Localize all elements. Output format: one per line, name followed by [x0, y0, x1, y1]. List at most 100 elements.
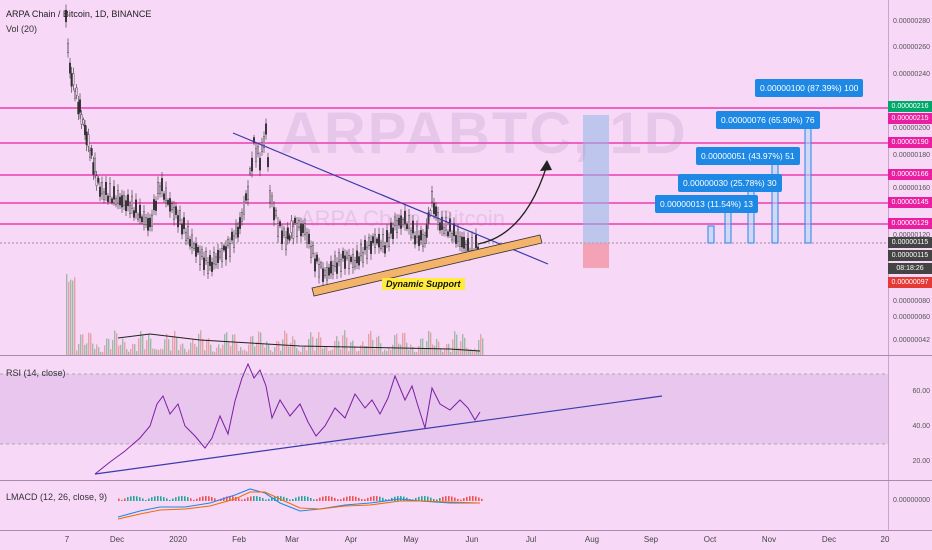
macd-bar	[130, 496, 132, 501]
volume-bar	[282, 339, 284, 355]
candle-body	[285, 236, 288, 250]
volume-bar	[110, 349, 112, 355]
volume-bar	[242, 350, 244, 355]
projection-label-30[interactable]: 0.00000030 (25.78%) 30	[678, 174, 782, 192]
candle-body	[380, 242, 383, 249]
time-axis[interactable]	[0, 531, 932, 550]
candle-body	[368, 237, 371, 246]
lmacd-axis[interactable]: 0.00000000	[888, 481, 932, 530]
volume-bar	[450, 351, 452, 355]
volume-bar	[412, 346, 414, 355]
time-tick: Dec	[109, 535, 125, 544]
projection-label-13[interactable]: 0.00000013 (11.54%) 13	[655, 195, 758, 213]
price-pane[interactable]: ARPA Chain / Bitcoin, 1D, BINANCE Vol (2…	[0, 0, 888, 355]
candles	[64, 4, 480, 289]
candle-body	[362, 251, 365, 263]
volume-bar	[328, 351, 330, 355]
candle-body	[390, 222, 393, 234]
time-tick: Jul	[525, 535, 537, 544]
volume-bar	[226, 332, 228, 355]
candle-body	[216, 249, 219, 263]
candle-body	[306, 232, 309, 244]
price-axis[interactable]: 0.00000280 0.00000260 0.00000240 0.00000…	[888, 0, 932, 355]
candle-body	[168, 198, 171, 212]
candle-body	[192, 243, 195, 249]
candle-body	[424, 235, 427, 244]
volume-bar	[470, 349, 472, 355]
macd-bar	[265, 499, 267, 501]
macd-bar	[307, 496, 309, 501]
volume-bar	[134, 344, 136, 355]
candle-body	[378, 233, 381, 248]
macd-bar	[271, 497, 273, 501]
macd-bar	[481, 498, 483, 501]
projection-label-100[interactable]: 0.00000100 (87.39%) 100	[755, 79, 864, 97]
candle-body	[130, 195, 133, 209]
candle-body	[356, 250, 359, 264]
macd-bar	[247, 497, 249, 501]
candle-body	[302, 223, 305, 233]
candle-body	[88, 150, 91, 158]
volume-bar	[270, 350, 272, 355]
candle-body	[324, 269, 327, 277]
candle-body	[366, 246, 369, 259]
rsi-axis[interactable]: 60.00 40.00 20.00	[888, 356, 932, 480]
macd-bar	[334, 497, 336, 501]
signal-line	[117, 491, 481, 520]
volume-bar	[416, 351, 418, 355]
candle-body	[190, 234, 193, 249]
volume-bar	[160, 348, 162, 355]
lmacd-pane[interactable]: LMACD (12, 26, close, 9)	[0, 481, 888, 530]
volume-bar	[404, 332, 406, 355]
macd-bar	[448, 496, 450, 501]
rsi-tick: 60.00	[912, 388, 930, 395]
volume-bar	[304, 346, 306, 355]
volume-bar	[238, 350, 240, 355]
volume-bar	[386, 350, 388, 355]
price-chart[interactable]	[0, 0, 888, 355]
volume-bar	[254, 346, 256, 355]
volume-bar	[128, 351, 130, 355]
lmacd-title[interactable]: LMACD (12, 26, close, 9)	[6, 492, 108, 502]
rsi-title[interactable]: RSI (14, close)	[6, 368, 66, 378]
candle-body	[304, 223, 307, 236]
volume-bar	[78, 343, 80, 355]
projection-label-51[interactable]: 0.00000051 (43.97%) 51	[696, 147, 800, 165]
candle-body	[176, 215, 179, 228]
volume-bar	[446, 344, 448, 355]
macd-bar	[370, 496, 372, 501]
volume-bar	[186, 351, 188, 355]
macd-bar	[400, 496, 402, 501]
macd-bar	[466, 496, 468, 501]
candle-body	[238, 217, 241, 229]
macd-bar	[379, 496, 381, 501]
volume-bar	[204, 350, 206, 355]
pane-separator[interactable]	[0, 355, 932, 356]
volume-bar	[424, 348, 426, 355]
time-tick: Aug	[584, 535, 600, 544]
volume-bar	[410, 344, 412, 355]
volume-indicator-label[interactable]: Vol (20)	[6, 24, 38, 34]
candle-body	[184, 231, 187, 241]
volume-bar	[466, 347, 468, 355]
macd-bar	[118, 498, 120, 501]
candle-body	[164, 187, 167, 202]
volume-bar	[92, 343, 94, 355]
rsi-pane[interactable]: RSI (14, close)	[0, 356, 888, 480]
candle-body	[298, 220, 301, 228]
projection-label-76[interactable]: 0.00000076 (65.90%) 76	[716, 111, 820, 129]
volume-bar	[96, 344, 98, 355]
volume-bar	[400, 344, 402, 355]
candle-body	[83, 124, 86, 136]
macd-bar	[415, 497, 417, 501]
candle-body	[384, 245, 387, 254]
price-badge-215: 0.00000215	[888, 113, 932, 124]
volume-bar	[368, 333, 370, 355]
macd-bar	[250, 496, 252, 501]
volume-bar	[274, 347, 276, 355]
candle-body	[392, 227, 395, 240]
volume-bar	[150, 338, 152, 355]
pane-separator[interactable]	[0, 480, 932, 481]
volume-bar	[380, 343, 382, 355]
